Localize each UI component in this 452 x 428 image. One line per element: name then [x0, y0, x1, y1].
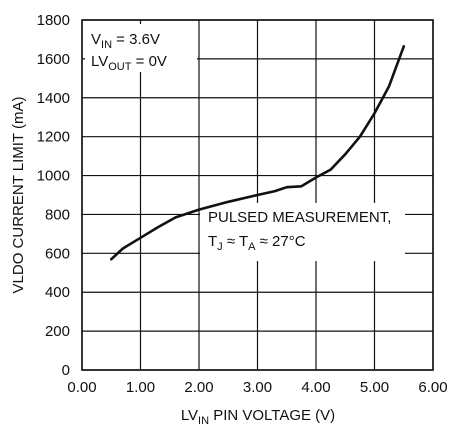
y-tick-label: 400 [45, 284, 70, 301]
y-axis-title: VLDO CURRENT LIMIT (mA) [10, 97, 27, 294]
y-tick-labels: 0 200 400 600 800 1000 1200 1400 1600 1800 [37, 12, 70, 379]
x-tick-label: 6.00 [418, 379, 447, 396]
y-tick-label: 600 [45, 245, 70, 262]
pulsed-measurement-label: PULSED MEASUREMENT, [208, 209, 391, 226]
x-tick-label: 4.00 [301, 379, 330, 396]
y-tick-label: 0 [62, 362, 70, 379]
plot-frame [81, 19, 434, 371]
current-limit-series-line [110, 45, 406, 261]
y-tick-label: 1800 [37, 12, 70, 29]
conditions-label-bg [85, 24, 197, 72]
y-tick-label: 1000 [37, 168, 70, 185]
pulsed-label-bg [200, 203, 405, 261]
x-tick-label: 2.00 [184, 379, 213, 396]
vin-label: VIN = 3.6V [91, 31, 160, 51]
y-tick-label: 200 [45, 323, 70, 340]
temperature-label: TJ ≈ TA ≈ 27°C [208, 233, 306, 253]
x-tick-label: 3.00 [243, 379, 272, 396]
x-axis-title: LVIN PIN VOLTAGE (V) [181, 407, 335, 427]
y-tick-label: 1600 [37, 51, 70, 68]
y-tick-label: 1400 [37, 90, 70, 107]
y-tick-label: 1200 [37, 129, 70, 146]
x-tick-label: 5.00 [360, 379, 389, 396]
lvout-label: LVOUT = 0V [91, 53, 167, 73]
x-tick-labels: 0.00 1.00 2.00 3.00 4.00 5.00 6.00 [67, 379, 447, 396]
x-tick-label: 0.00 [67, 379, 96, 396]
x-tick-label: 1.00 [126, 379, 155, 396]
y-tick-label: 800 [45, 206, 70, 223]
